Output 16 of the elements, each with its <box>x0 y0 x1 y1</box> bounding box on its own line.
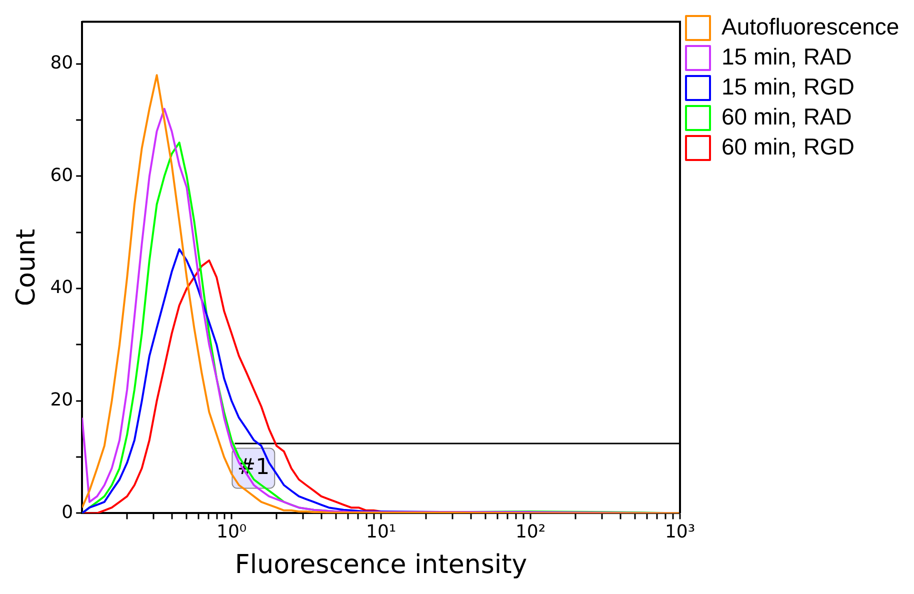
y-axis-title: Count <box>11 228 42 306</box>
x-tick-label: 10² <box>515 522 546 543</box>
y-tick-label: 0 <box>62 502 74 523</box>
legend-label: 60 min, RAD <box>722 103 852 130</box>
x-tick-label: 10¹ <box>366 522 396 543</box>
legend-label: 15 min, RGD <box>722 73 854 100</box>
x-axis-title: Fluorescence intensity <box>234 550 528 580</box>
y-tick-label: 20 <box>50 390 74 411</box>
legend-label: 15 min, RAD <box>722 43 852 70</box>
x-tick-label: 10³ <box>664 522 696 543</box>
y-tick-label: 40 <box>50 277 74 298</box>
y-tick-label: 60 <box>50 164 74 186</box>
legend-label: 60 min, RGD <box>722 133 854 160</box>
y-tick-label: 80 <box>50 52 74 74</box>
legend-label: Autofluorescence <box>722 13 900 40</box>
x-tick-label: 10⁰ <box>216 522 247 543</box>
